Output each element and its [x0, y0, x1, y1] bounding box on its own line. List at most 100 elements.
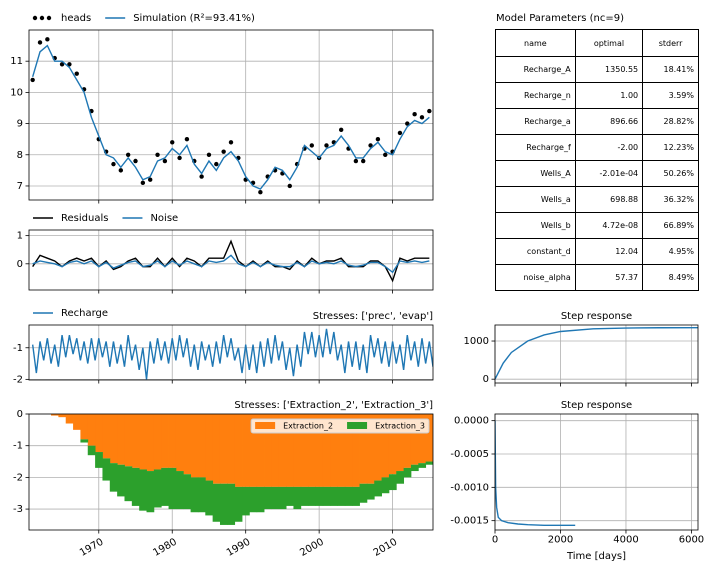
data-point [155, 152, 160, 157]
data-point [111, 161, 116, 167]
table-title: Model Parameters (nc=9) [496, 13, 624, 24]
area-segment [271, 486, 280, 510]
area-segment [410, 414, 419, 465]
area-segment [183, 414, 191, 475]
panel: 0 1 Residuals Noise [17, 213, 434, 294]
panel-title: Stresses: ['Extraction_2', 'Extraction_3… [234, 400, 433, 411]
x-axis-label: Time [days] [566, 551, 626, 562]
area-segment [418, 414, 427, 464]
data-line [495, 326, 698, 380]
area-segment [344, 414, 353, 487]
area-segment [227, 483, 236, 525]
data-point [383, 152, 388, 157]
table-row: constant_d 12.04 4.95% [495, 238, 699, 265]
panel: 0 -1 -2 -3 1970 1980 1990 2000 2010 Stresses: ['E… [13, 400, 434, 559]
table-cell: 4.95% [642, 238, 699, 265]
legend-label: Residuals [61, 213, 108, 224]
table-row: Recharge_A 1350.55 18.41% [495, 56, 699, 83]
area-segment [366, 483, 375, 500]
area-segment [256, 414, 265, 487]
data-point [118, 168, 124, 173]
grid [29, 325, 433, 380]
header-row: name optimal stderr [495, 29, 699, 57]
x-tick-label: 2000 [548, 534, 573, 545]
area-segment [87, 445, 96, 456]
data-point [375, 136, 381, 142]
area-segment [396, 471, 405, 484]
y-tick-label: -1 [13, 441, 23, 452]
legend-swatch [255, 422, 276, 429]
table-cell: Recharge_A [495, 56, 576, 83]
area-segment [205, 480, 214, 516]
area-segment [396, 414, 405, 472]
data-point [324, 143, 329, 148]
column-header: name [495, 29, 576, 57]
data-point [427, 108, 432, 114]
area-segment [249, 486, 258, 513]
area-segment [300, 486, 309, 506]
area-segment [278, 414, 287, 487]
legend-label: Simulation (R²=93.41%) [133, 13, 255, 24]
grid [494, 414, 698, 530]
data-layer [495, 420, 576, 527]
data-point [177, 155, 182, 161]
legend-label: Extraction_3 [375, 422, 425, 431]
y-tick-label: 0 [17, 259, 23, 270]
data-point [148, 177, 153, 182]
legend-box [250, 418, 430, 434]
area-segment [117, 464, 125, 497]
legend-label: heads [61, 13, 91, 24]
data-point [206, 152, 212, 157]
table-cell: 896.66 [574, 108, 644, 135]
table-cell: 28.82% [642, 108, 699, 135]
area-segment [197, 477, 206, 513]
data-line [495, 420, 576, 527]
legend-marker [46, 15, 52, 21]
panel: 0 1000 Step response [464, 311, 699, 387]
data-point [368, 143, 373, 148]
data-point [170, 140, 175, 145]
axes-frame [494, 324, 699, 384]
area-segment [403, 467, 412, 478]
x-tick-label: 1990 [225, 537, 253, 559]
area-segment [153, 469, 162, 508]
area-segment [109, 463, 118, 492]
area-segment [425, 414, 433, 462]
data-point [228, 140, 234, 145]
area-segment [300, 414, 309, 487]
legend: Residuals Noise [33, 213, 178, 224]
table-cell: 50.26% [642, 160, 699, 187]
axes-frame [28, 413, 434, 531]
table-row: Wells_A -2.01e-04 50.26% [495, 160, 699, 187]
y-tick-label: -0.0015 [450, 516, 489, 527]
y-tick-label: -3 [13, 504, 23, 515]
area-segment [242, 486, 250, 516]
data-point [221, 149, 226, 154]
parameter-table: name optimal stderr Recharge_A 1350.55 18.41%… [495, 29, 699, 291]
y-tick-label: 9 [17, 119, 23, 130]
table-row: Wells_a 698.88 36.32% [495, 186, 699, 213]
data-point [258, 190, 263, 195]
table-cell: 1.00 [574, 82, 644, 109]
legend-marker [32, 15, 38, 21]
panel: 7 8 9 10 11 heads Simulation (R²=93.41%) [10, 13, 434, 204]
panel-title: Step response [561, 400, 632, 411]
table-cell: -2.00 [574, 134, 644, 161]
y-tick-label: -0.0010 [450, 482, 489, 493]
data-point [37, 40, 43, 45]
area-segment [161, 414, 169, 468]
grid [29, 230, 433, 290]
y-tick-label: 0.0000 [454, 416, 489, 427]
axes-frame [28, 229, 434, 291]
table-cell: 8.49% [642, 264, 699, 291]
area-segment [337, 414, 346, 487]
area-segment [124, 414, 133, 467]
area-segment [410, 464, 419, 472]
data-point [214, 161, 219, 167]
table-cell: Wells_a [495, 186, 576, 213]
data-point [361, 158, 366, 164]
area-segment [234, 414, 243, 487]
area-segment [388, 474, 397, 491]
area-segment [293, 414, 302, 487]
